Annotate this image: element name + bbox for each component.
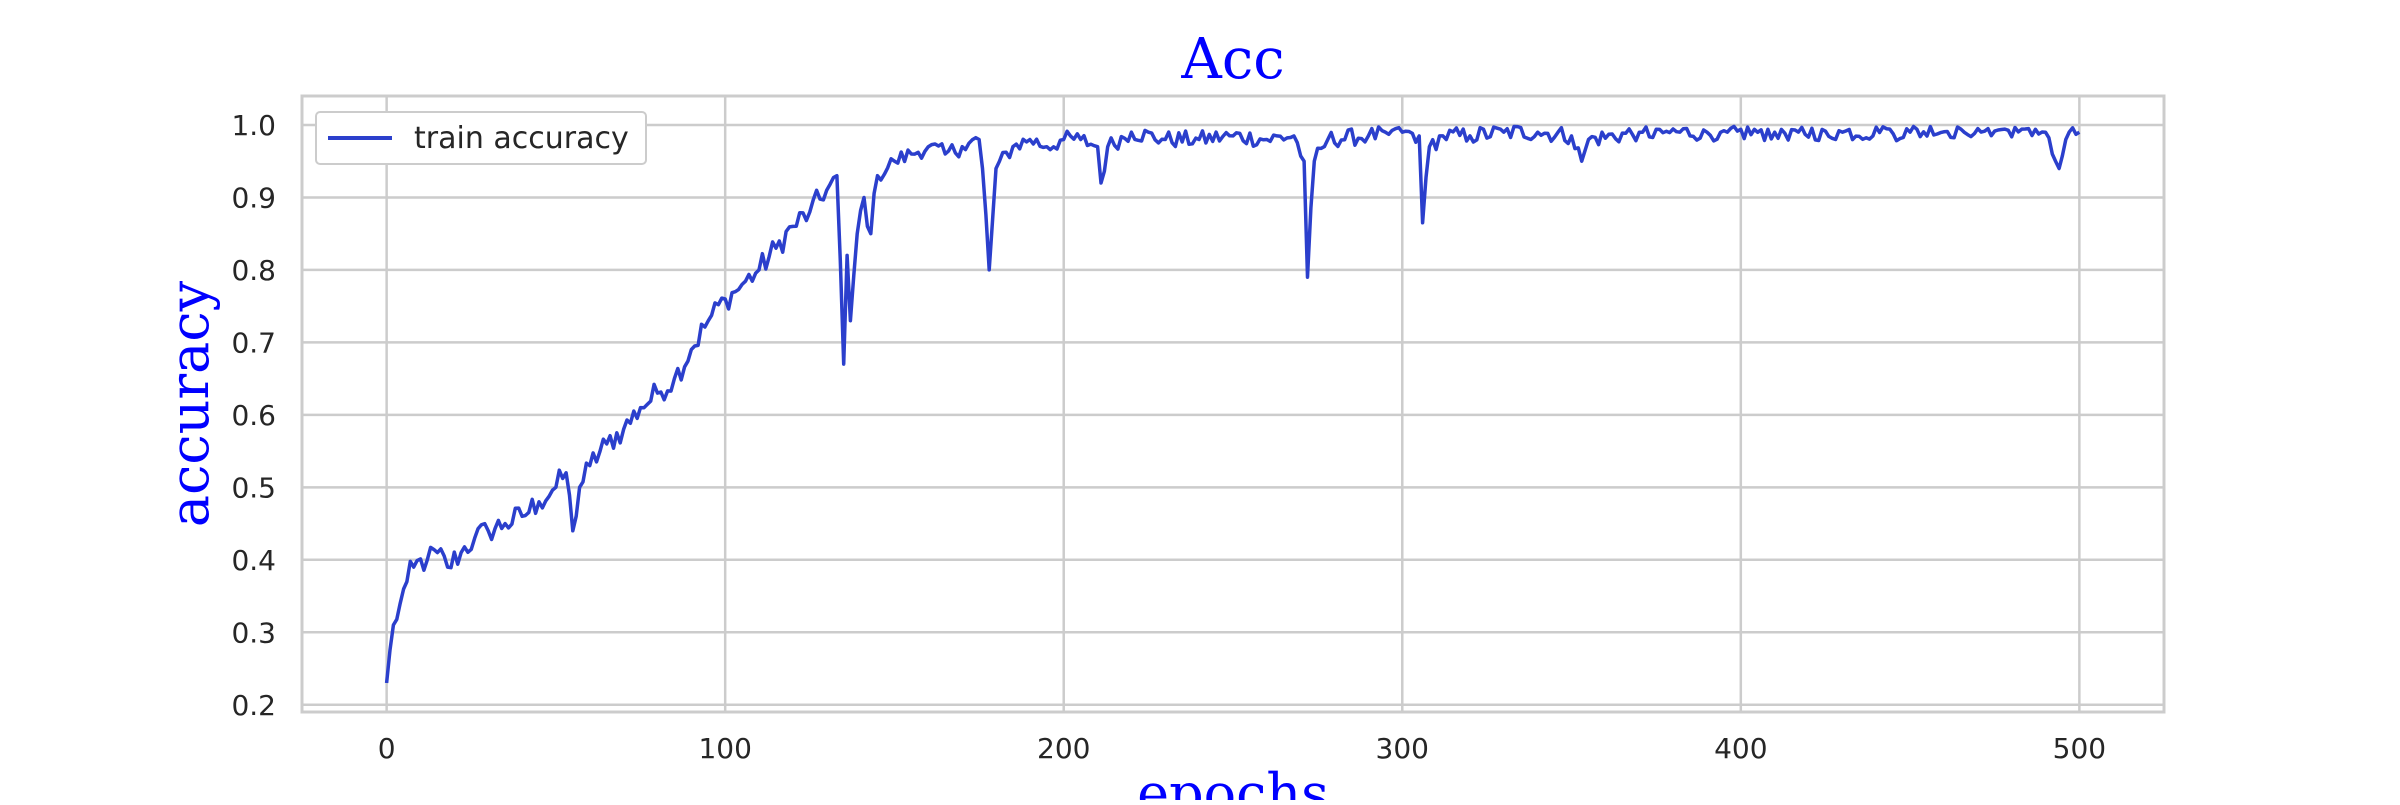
y-tick-label: 0.7 xyxy=(231,326,276,359)
series-layer xyxy=(384,124,2081,684)
chart-title: Acc xyxy=(1180,27,1284,92)
legend-label: train accuracy xyxy=(414,121,629,156)
y-tick-label: 0.4 xyxy=(231,544,276,577)
y-tick-label: 0.9 xyxy=(231,181,276,214)
x-tick-label: 300 xyxy=(1376,732,1429,765)
y-tick-label: 1.0 xyxy=(231,109,276,142)
legend: train accuracy xyxy=(315,111,647,165)
x-tick-label: 0 xyxy=(378,732,396,765)
y-tick-label: 0.3 xyxy=(231,616,276,649)
x-tick-label: 100 xyxy=(698,732,751,765)
series-line-train-accuracy xyxy=(384,124,2081,684)
x-tick-label: 200 xyxy=(1037,732,1090,765)
x-tick-label: 400 xyxy=(1714,732,1767,765)
y-tick-label: 0.8 xyxy=(231,254,276,287)
grid xyxy=(302,96,2164,712)
x-tick-label: 500 xyxy=(2053,732,2106,765)
y-tick-label: 0.2 xyxy=(231,689,276,722)
tick-labels: 0 100 200 300 400 500 0.2 0.3 0.4 0.5 0.6 0.7 0.8 0.9… xyxy=(231,109,2106,765)
y-tick-label: 0.5 xyxy=(231,471,276,504)
plot-frame xyxy=(300,94,2166,714)
y-tick-label: 0.6 xyxy=(231,399,276,432)
legend-box xyxy=(315,111,647,165)
x-axis-label: epochs xyxy=(1137,762,1329,800)
y-axis-label: accuracy xyxy=(158,280,221,527)
